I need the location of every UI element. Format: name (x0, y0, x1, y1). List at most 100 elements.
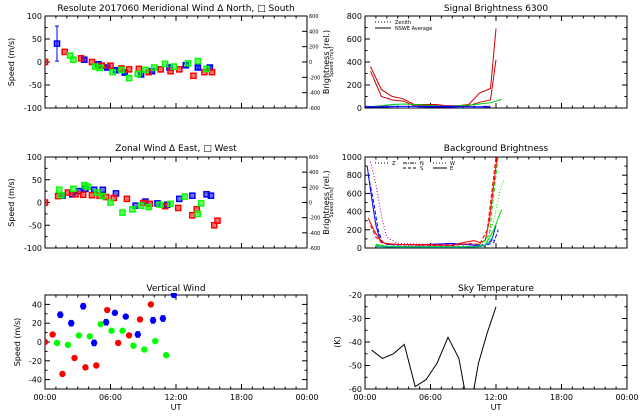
y-tick-label: 40 (32, 300, 42, 309)
data-point-fill (172, 65, 176, 69)
data-point-blue (53, 40, 61, 47)
data-point-green (134, 70, 142, 78)
data-point-green (150, 64, 158, 71)
data-point-fill (98, 66, 102, 70)
data-point-green (145, 203, 153, 211)
y-tick-label: 800 (347, 171, 362, 180)
x-tick-label: 00:00 (615, 393, 638, 402)
data-point-fill (59, 193, 63, 197)
series-line-green (370, 98, 502, 108)
right-y-tick-label: 0 (309, 201, 312, 207)
data-layer (366, 156, 506, 248)
y-tick-label: -50 (29, 221, 42, 230)
data-point-red (93, 362, 100, 369)
data-point-fill (95, 190, 99, 194)
y-tick-label: -20 (29, 357, 42, 366)
y-tick-label: -100 (24, 244, 42, 253)
y-tick-label: 0 (357, 104, 362, 113)
legend-label: E (450, 166, 453, 172)
data-point-fill (215, 219, 219, 223)
data-point-green (141, 346, 148, 353)
y-axis-label: (K) (333, 336, 342, 348)
data-point-fill (109, 64, 112, 68)
y-tick-label: 50 (32, 176, 42, 185)
data-point-fill (71, 187, 75, 191)
y-tick-label: -30 (349, 315, 362, 324)
data-point-green (152, 337, 159, 345)
data-point-green (161, 60, 169, 68)
data-point-fill (121, 211, 125, 215)
x-axis-label: UT (171, 403, 182, 412)
chart-title: Vertical Wind (146, 284, 205, 294)
right-y-tick-label: 200 (309, 45, 319, 51)
y-tick-label: 0 (357, 244, 362, 253)
plot-frame (364, 294, 628, 390)
right-y-tick-label: 400 (309, 170, 319, 176)
data-point-fill (111, 70, 115, 74)
data-layer (365, 28, 502, 108)
data-point-fill (163, 204, 167, 208)
data-point-fill (55, 42, 59, 46)
legend-label: N (420, 161, 424, 167)
data-point-fill (134, 204, 138, 208)
y-axis-label: Brightness (rel.) (322, 170, 331, 234)
data-point-fill (130, 207, 134, 211)
panel-vertical: Vertical Wind 00:00 06:00 12:00 18:00 00:00 UT… (13, 284, 319, 412)
data-layer (45, 293, 178, 378)
legend-label: S (420, 166, 423, 172)
data-point-fill (125, 197, 129, 201)
x-tick-label: 06:00 (99, 393, 122, 402)
data-point-green (184, 60, 192, 67)
data-point-red (45, 199, 49, 206)
data-point-fill (114, 191, 118, 195)
x-tick-label: 18:00 (550, 393, 573, 402)
chart-title: Resolute 2017060 Meridional Wind Δ North… (57, 4, 294, 14)
data-point-fill (190, 213, 194, 217)
data-point-fill (152, 66, 156, 70)
right-y-tick-label: -600 (309, 106, 320, 112)
y-tick-label: -40 (349, 338, 362, 347)
series-line-red-2 (370, 156, 497, 247)
data-point-red (210, 221, 218, 229)
data-point-blue (111, 309, 119, 317)
data-point-green (119, 209, 126, 216)
data-point-fill (137, 67, 141, 71)
data-point-red (71, 354, 78, 362)
data-point-fill (209, 194, 213, 198)
data-point-fill (101, 188, 105, 192)
y-tick-label: 0 (37, 199, 42, 208)
data-point-green (194, 210, 202, 218)
data-point-blue (194, 64, 202, 71)
data-point-green (119, 327, 126, 334)
data-point-fill (205, 67, 209, 71)
data-point-red (174, 204, 182, 212)
series-line-blue-dash (367, 175, 499, 247)
right-y-tick-label: 0 (309, 60, 312, 66)
data-point-fill (158, 203, 162, 207)
y-tick-label: -50 (349, 362, 362, 371)
data-point-green (142, 66, 149, 74)
data-point-green (156, 201, 163, 209)
data-point-green (94, 189, 101, 196)
data-point-red (136, 316, 144, 323)
data-point-green (137, 202, 145, 209)
data-point-fill (81, 193, 85, 197)
series-line-sky-temp (371, 306, 497, 389)
data-point-green (181, 193, 189, 200)
right-y-tick-label: -200 (309, 216, 320, 222)
data-point-fill (90, 193, 94, 197)
data-point-blue (207, 192, 215, 199)
data-point-blue (134, 331, 141, 338)
x-tick-label: 12:00 (484, 393, 507, 402)
data-point-green (99, 192, 107, 200)
data-point-fill (147, 205, 151, 209)
data-layer (371, 306, 497, 389)
data-point-green (197, 200, 205, 207)
data-point-red (45, 58, 49, 66)
x-axis-label: UT (491, 403, 502, 412)
data-point-green (194, 57, 202, 65)
data-point-blue (102, 319, 110, 326)
data-point-fill (169, 69, 173, 73)
x-tick-label: 06:00 (419, 393, 442, 402)
